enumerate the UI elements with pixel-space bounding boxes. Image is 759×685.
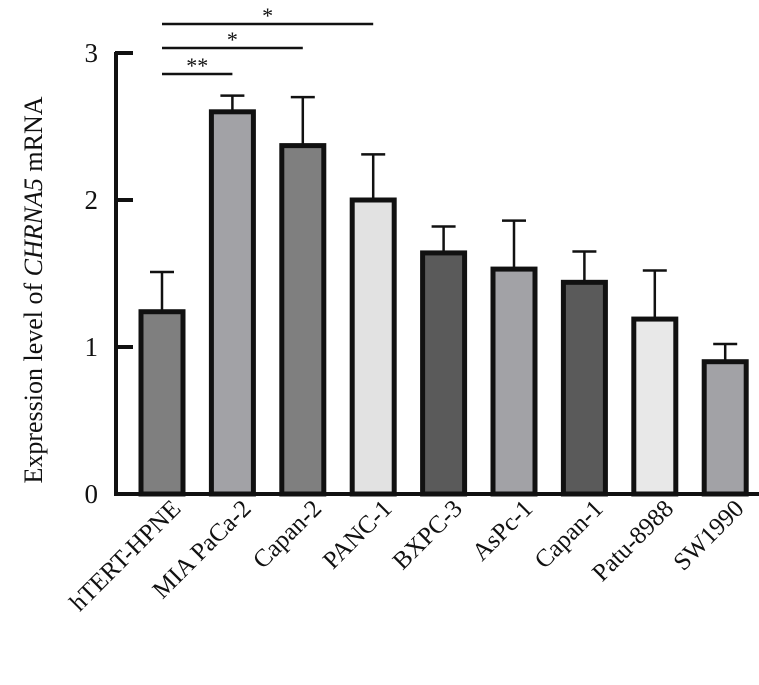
y-axis-label: Expression level of CHRNA5 mRNA (19, 96, 48, 483)
bar (631, 316, 679, 497)
significance-brackets: **** (162, 3, 374, 78)
category-label: SW1990 (668, 495, 749, 576)
category-label: Capan-2 (248, 495, 327, 574)
bar (420, 250, 468, 497)
y-axis-label-gene: CHRNA5 (19, 178, 48, 276)
y-tick-label: 1 (85, 332, 99, 362)
category-label: BXPC-3 (388, 495, 468, 575)
significance-label: ** (186, 53, 208, 78)
bars (138, 94, 749, 497)
y-tick-label: 0 (85, 479, 99, 509)
y-tick-label: 2 (85, 185, 99, 215)
bar (701, 359, 749, 497)
y-axis-label-prefix: Expression level of (19, 276, 48, 483)
category-label: PANC-1 (318, 495, 397, 574)
y-axis-label-suffix: mRNA (19, 96, 48, 178)
bar (138, 309, 186, 497)
bar (208, 109, 256, 497)
bar (560, 279, 608, 497)
bar (490, 266, 538, 497)
y-axis-ticks: 0 1 2 3 (85, 38, 133, 509)
significance-label: * (262, 3, 273, 28)
bar (349, 197, 397, 497)
significance-label: * (227, 27, 238, 52)
y-tick-label: 3 (85, 38, 99, 68)
bar (279, 143, 327, 497)
category-label: AsPc-1 (467, 495, 538, 566)
